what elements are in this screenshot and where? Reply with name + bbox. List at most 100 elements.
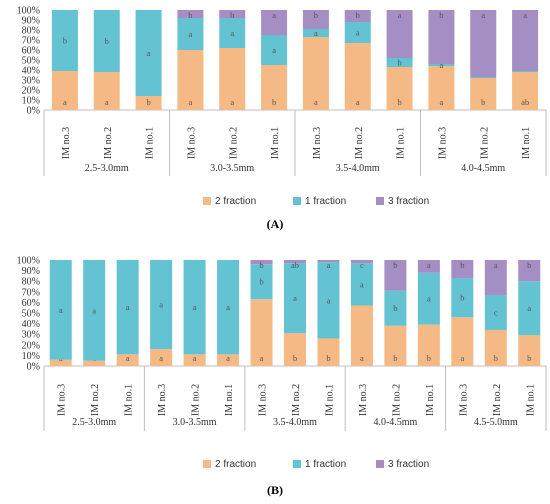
segment-letter-label: b — [393, 303, 397, 313]
segment-letter-label: b — [527, 353, 531, 363]
segment-letter-label: b — [230, 10, 234, 20]
y-tick-label: 70% — [22, 36, 40, 47]
bar-segment-1-fraction — [350, 263, 373, 306]
legend-label: 3 fraction — [388, 459, 429, 470]
legend-swatch — [293, 197, 301, 205]
legend-label: 1 fraction — [305, 196, 346, 207]
y-tick-label: 40% — [22, 319, 40, 330]
group-label: 4.0-4.5mm — [373, 417, 417, 428]
segment-letter-label: b — [494, 353, 498, 363]
bar-segment-2-fraction — [484, 329, 507, 366]
bar-segment-2-fraction — [261, 65, 288, 110]
bar-segment-1-fraction — [116, 260, 139, 355]
bar-segment-3-fraction — [302, 10, 329, 29]
category-label: IM no.2 — [492, 384, 503, 416]
segment-letter-label: b — [393, 260, 397, 270]
category-label: IM no.2 — [103, 127, 114, 159]
segment-letter-label: a — [356, 28, 360, 38]
legend-swatch — [376, 197, 384, 205]
segment-letter-label: a — [398, 10, 402, 20]
category-label: IM no.1 — [324, 384, 335, 416]
segment-letter-label: b — [259, 277, 263, 287]
bar-segment-2-fraction — [116, 354, 139, 366]
bar-segment-2-fraction — [386, 67, 413, 110]
segment-letter-label: a — [314, 97, 318, 107]
category-label: IM no.2 — [228, 127, 239, 159]
segment-letter-label: b — [439, 10, 443, 20]
group-label: 3.0-3.5mm — [173, 417, 217, 428]
y-tick-label: 100% — [17, 6, 40, 17]
segment-letter-label: a — [523, 10, 527, 20]
segment-letter-label: a — [189, 97, 193, 107]
segment-letter-label: ab — [521, 97, 529, 107]
legend-swatch — [376, 460, 384, 468]
bar-segment-3-fraction — [428, 10, 455, 64]
bar-segment-1-fraction — [284, 263, 306, 334]
bar-segment-2-fraction — [302, 37, 329, 110]
segment-letter-label: a — [126, 353, 130, 363]
bar-segment-1-fraction — [428, 64, 455, 66]
category-label: IM no.1 — [396, 127, 407, 159]
bar-segment-2-fraction — [93, 72, 120, 110]
legend-label: 1 fraction — [305, 459, 346, 470]
y-tick-label: 90% — [22, 266, 40, 277]
bar-segment-2-fraction — [250, 299, 273, 366]
bar-segment-3-fraction — [484, 260, 507, 295]
bar-segment-1-fraction — [135, 10, 162, 96]
segment-letter-label: b — [105, 36, 109, 46]
y-tick-label: 100% — [17, 256, 40, 267]
bar-segment-2-fraction — [219, 48, 246, 110]
bar-segment-1-fraction — [83, 260, 106, 361]
segment-letter-label: a — [327, 260, 331, 270]
segment-letter-label: a — [260, 353, 264, 363]
segment-letter-label: c — [360, 260, 364, 270]
bar-segment-2-fraction — [177, 50, 204, 110]
bar-segment-2-fraction — [384, 325, 407, 366]
category-label: IM no.1 — [525, 384, 536, 416]
group-label: 2.5-3.0mm — [85, 163, 129, 174]
category-label: IM no.3 — [186, 127, 197, 159]
segment-letter-label: a — [327, 295, 331, 305]
category-label: IM no.1 — [521, 127, 532, 159]
chart-panel-b: 0%10%20%30%40%50%60%70%80%90%100% a a IM no… — [17, 256, 547, 497]
segment-letter-label: a — [230, 97, 234, 107]
y-tick-label: 80% — [22, 277, 40, 288]
y-tick-label: 40% — [22, 66, 40, 77]
bar-segment-1-fraction — [177, 18, 204, 50]
segment-letter-label: a — [159, 353, 163, 363]
y-tick-label: 70% — [22, 287, 40, 298]
y-tick-label: 80% — [22, 26, 40, 37]
y-tick-label: 90% — [22, 16, 40, 27]
bar-segment-3-fraction — [177, 10, 204, 18]
segment-letter-label: a — [481, 10, 485, 20]
category-label: IM no.3 — [61, 127, 72, 159]
bar-segment-1-fraction — [484, 294, 507, 330]
bar-segment-1-fraction — [451, 278, 474, 318]
group-label: 4.5-5.0mm — [474, 417, 518, 428]
bar-segment-2-fraction — [344, 43, 371, 110]
category-label: IM no.3 — [258, 384, 269, 416]
category-label: IM no.3 — [312, 127, 323, 159]
segment-letter-label: a — [147, 48, 151, 58]
bar-segment-2-fraction — [217, 354, 240, 366]
bar-segment-2-fraction — [428, 66, 455, 110]
bar-segment-1-fraction — [470, 77, 497, 78]
category-label: IM no.1 — [124, 384, 135, 416]
bar-segment-2-fraction — [150, 349, 173, 366]
bar-segment-3-fraction — [386, 10, 413, 58]
bar-segment-2-fraction — [451, 317, 474, 366]
panel-caption: (A) — [267, 217, 284, 231]
group-label: 3.5-4.0mm — [336, 163, 380, 174]
segment-letter-label: b — [293, 353, 297, 363]
category-label: IM no.1 — [224, 384, 235, 416]
category-label: IM no.3 — [157, 384, 168, 416]
segment-letter-label: a — [92, 305, 96, 315]
segment-letter-label: a — [193, 302, 197, 312]
bar-segment-2-fraction — [317, 338, 340, 366]
y-tick-label: 60% — [22, 46, 40, 57]
segment-letter-label: b — [326, 353, 330, 363]
bar-segment-1-fraction — [217, 260, 240, 355]
legend-swatch — [293, 460, 301, 468]
segment-letter-label: a — [189, 29, 193, 39]
